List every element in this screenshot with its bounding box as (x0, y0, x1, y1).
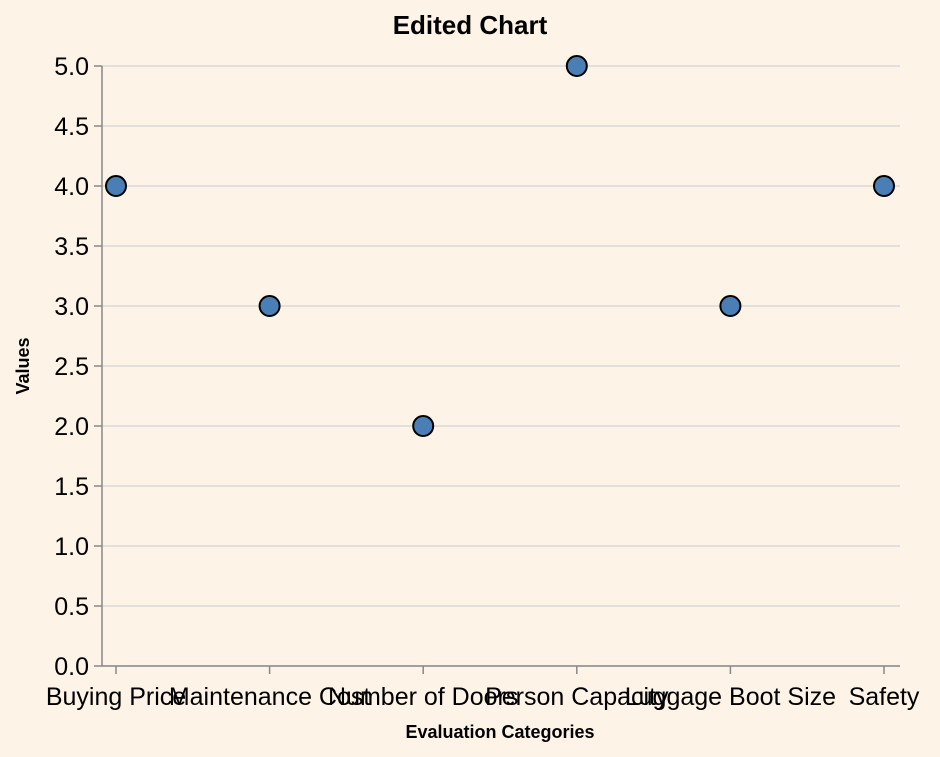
y-tick-label: 0.5 (54, 593, 89, 621)
data-points (105, 55, 895, 437)
y-tick-label: 4.5 (54, 113, 89, 141)
y-tick-label: 3.0 (54, 293, 89, 321)
x-tick-label: Luggage Boot Size (625, 683, 836, 711)
x-tick-label: Buying Price (46, 683, 186, 711)
y-axis-title: Values (13, 337, 33, 394)
y-tick-label: 1.0 (54, 533, 89, 561)
y-tick-label: 4.0 (54, 173, 89, 201)
gridlines (102, 65, 900, 667)
y-tick-label: 3.5 (54, 233, 89, 261)
data-point (719, 295, 742, 317)
y-tick-label: 0.0 (54, 653, 89, 681)
x-tick-label: Safety (849, 683, 920, 711)
data-point (565, 55, 588, 77)
data-point (873, 175, 895, 197)
x-axis-title: Evaluation Categories (405, 722, 594, 742)
data-point (258, 295, 281, 317)
chart-title: Edited Chart (393, 10, 548, 40)
y-tick-label: 2.5 (54, 353, 89, 381)
y-tick-label: 1.5 (54, 473, 89, 501)
x-tick-label: Maintenance Cost (169, 683, 371, 711)
x-tick-label: Number of Doors (328, 683, 518, 711)
x-tick-label: Person Capacity (485, 683, 669, 711)
data-point (412, 415, 435, 437)
y-axis-ticks: 0.0 0.5 1.0 1.5 2.0 2.5 3.0 3.5 4.0 4.5 5.0 (54, 53, 102, 681)
y-tick-label: 5.0 (54, 53, 89, 81)
y-tick-label: 2.0 (54, 413, 89, 441)
data-point (105, 175, 127, 197)
